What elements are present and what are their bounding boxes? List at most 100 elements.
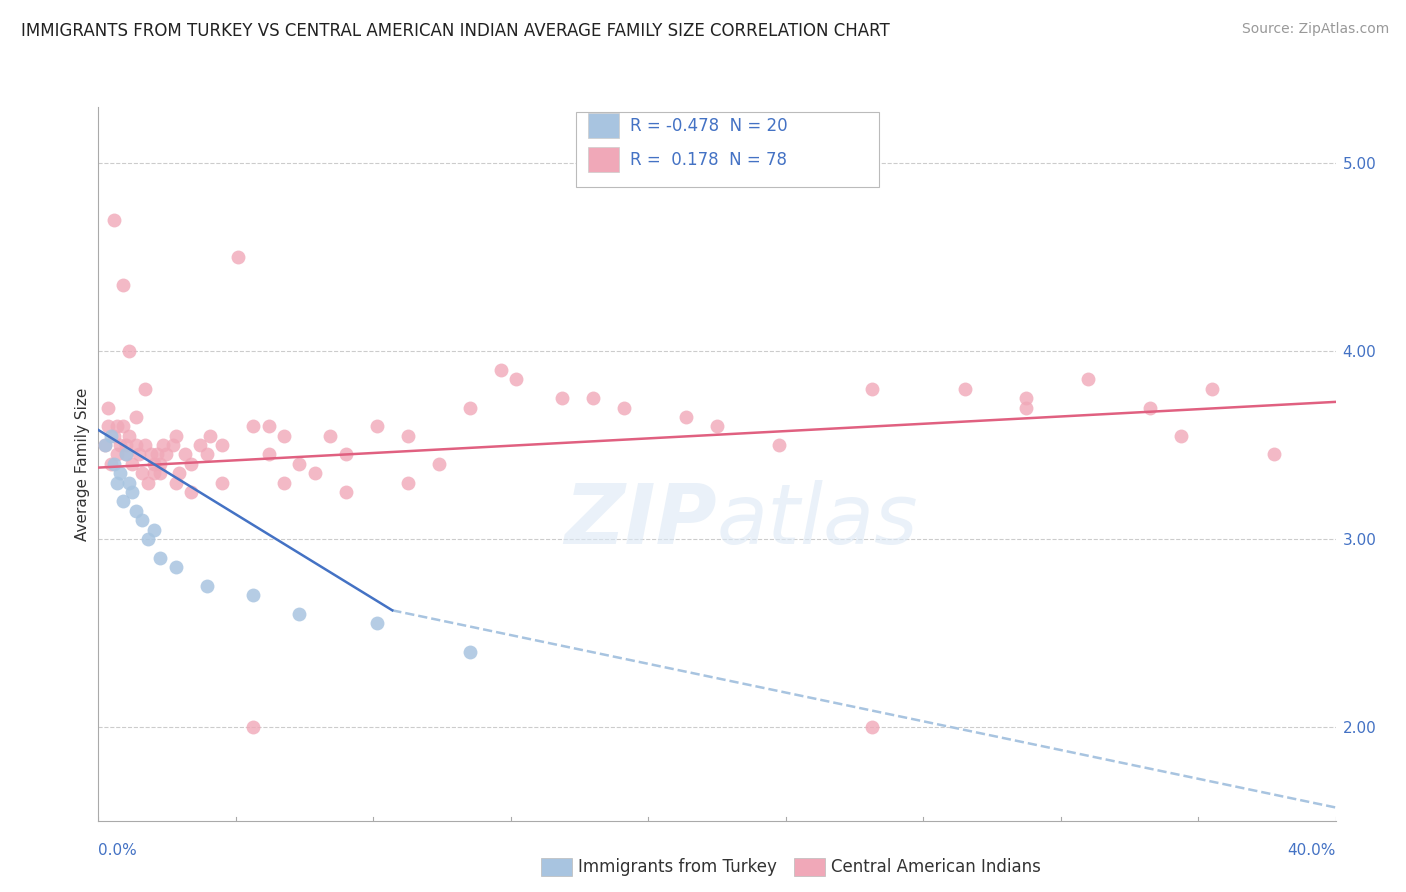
Point <box>190 438 212 452</box>
Point <box>396 475 419 490</box>
Point <box>136 532 159 546</box>
Point <box>136 475 159 490</box>
Point <box>112 494 135 508</box>
Point <box>366 616 388 631</box>
Point <box>195 579 218 593</box>
Point <box>134 438 156 452</box>
Point <box>149 457 172 471</box>
Point <box>112 419 135 434</box>
Point <box>152 438 174 452</box>
Point <box>1139 401 1161 415</box>
Point <box>1015 401 1038 415</box>
Point <box>953 382 976 396</box>
Text: R = -0.478  N = 20: R = -0.478 N = 20 <box>630 117 787 135</box>
Point <box>198 428 221 442</box>
Point <box>319 428 342 442</box>
Point <box>162 438 184 452</box>
Text: 0.0%: 0.0% <box>98 843 138 858</box>
Point <box>165 475 187 490</box>
Point <box>242 588 264 602</box>
Point <box>180 457 202 471</box>
Point <box>146 447 169 461</box>
Point <box>143 457 166 471</box>
Point <box>124 409 146 424</box>
Text: IMMIGRANTS FROM TURKEY VS CENTRAL AMERICAN INDIAN AVERAGE FAMILY SIZE CORRELATIO: IMMIGRANTS FROM TURKEY VS CENTRAL AMERIC… <box>21 22 890 40</box>
Point <box>100 457 122 471</box>
Point <box>118 344 141 359</box>
Point <box>115 447 138 461</box>
Point <box>273 475 295 490</box>
Point <box>335 447 357 461</box>
Point <box>505 372 527 386</box>
Point <box>134 382 156 396</box>
Point <box>97 419 120 434</box>
Point <box>226 250 249 264</box>
Point <box>489 363 512 377</box>
Point <box>139 447 162 461</box>
Point <box>165 560 187 574</box>
Point <box>118 428 141 442</box>
Point <box>304 467 326 481</box>
Point <box>1170 428 1192 442</box>
Point <box>149 550 172 565</box>
Point <box>128 447 150 461</box>
Point <box>551 391 574 405</box>
Point <box>155 447 177 461</box>
Point <box>97 401 120 415</box>
Point <box>180 485 202 500</box>
Point <box>860 720 883 734</box>
Point <box>118 475 141 490</box>
Point <box>675 409 697 424</box>
Text: Source: ZipAtlas.com: Source: ZipAtlas.com <box>1241 22 1389 37</box>
Point <box>195 447 218 461</box>
Point <box>458 401 481 415</box>
Text: Immigrants from Turkey: Immigrants from Turkey <box>578 858 776 876</box>
Point <box>112 278 135 293</box>
Point <box>143 523 166 537</box>
Point <box>1015 391 1038 405</box>
Point <box>105 447 128 461</box>
Point <box>288 607 311 621</box>
Point <box>366 419 388 434</box>
Point <box>860 382 883 396</box>
Point <box>706 419 728 434</box>
Point <box>103 212 125 227</box>
Point <box>131 467 153 481</box>
Y-axis label: Average Family Size: Average Family Size <box>75 387 90 541</box>
Point <box>211 475 233 490</box>
Point <box>121 485 143 500</box>
Text: R =  0.178  N = 78: R = 0.178 N = 78 <box>630 151 787 169</box>
Point <box>167 467 190 481</box>
Text: atlas: atlas <box>717 481 918 561</box>
Point <box>582 391 605 405</box>
Point <box>108 438 131 452</box>
Point <box>1201 382 1223 396</box>
Point <box>288 457 311 471</box>
Point <box>93 438 115 452</box>
Point <box>427 457 450 471</box>
Point <box>124 438 146 452</box>
Point <box>458 645 481 659</box>
Point <box>242 419 264 434</box>
Point <box>1077 372 1099 386</box>
Point <box>149 467 172 481</box>
Point <box>105 475 128 490</box>
Point <box>93 438 115 452</box>
Text: 40.0%: 40.0% <box>1288 843 1336 858</box>
Point <box>131 513 153 527</box>
Point <box>165 428 187 442</box>
Point <box>143 467 166 481</box>
Point <box>257 419 280 434</box>
Point <box>103 428 125 442</box>
Point <box>105 419 128 434</box>
Point <box>335 485 357 500</box>
Point <box>115 438 138 452</box>
Point <box>768 438 790 452</box>
Point <box>242 720 264 734</box>
Point <box>174 447 197 461</box>
Point <box>257 447 280 461</box>
Point <box>613 401 636 415</box>
Point <box>211 438 233 452</box>
Point <box>100 428 122 442</box>
Point <box>103 457 125 471</box>
